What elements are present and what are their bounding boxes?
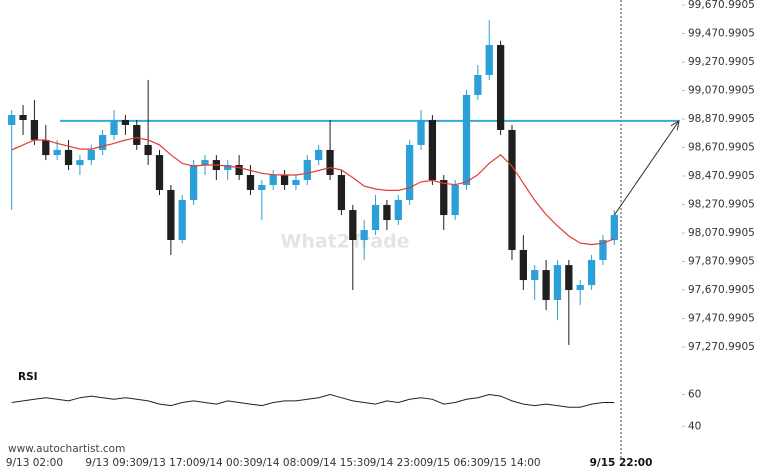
moving-average xyxy=(11,137,615,246)
y-tick-label: 98,270.9905 xyxy=(688,199,755,211)
y-tick-label: 99,670.9905 xyxy=(688,0,755,11)
candle-body xyxy=(19,115,27,120)
candle-body xyxy=(587,259,596,286)
candle-body xyxy=(553,265,562,300)
current-time-label: 9/15 22:00 xyxy=(590,457,653,469)
candle-body xyxy=(406,144,414,200)
candle-body xyxy=(383,204,391,221)
x-tick-label: 9/14 00:30 xyxy=(199,457,256,469)
candle-body xyxy=(519,249,527,281)
candle-body xyxy=(64,149,73,166)
candle-body xyxy=(485,45,493,75)
candle-body xyxy=(224,165,232,171)
y-tick-label: 97,270.9905 xyxy=(688,341,755,353)
candle-body xyxy=(531,270,539,281)
candle-body xyxy=(451,184,459,216)
candle-body xyxy=(144,144,152,156)
candle-body xyxy=(542,270,550,300)
x-tick-label: 9/14 15:30 xyxy=(313,457,370,469)
candle-body xyxy=(496,45,505,130)
candle-body xyxy=(576,285,584,291)
candle-body xyxy=(246,175,255,190)
y-tick-label: 98,870.9905 xyxy=(688,113,755,125)
candle-body xyxy=(189,165,198,200)
candle-body xyxy=(349,210,357,240)
x-tick-label: 9/13 09:30 xyxy=(85,457,142,469)
candle-body xyxy=(280,175,289,185)
candle-body xyxy=(155,155,164,190)
y-tick-label: 97,670.9905 xyxy=(688,284,755,296)
candle-body xyxy=(337,175,346,211)
candle-body xyxy=(610,215,618,240)
x-tick-label: 9/13 17:00 xyxy=(142,457,199,469)
x-tick-label: 9/15 14:00 xyxy=(483,457,540,469)
candle-body xyxy=(167,189,175,240)
candle-body xyxy=(303,160,311,180)
candle-body xyxy=(110,120,118,135)
candle-body xyxy=(394,199,402,221)
candle-body xyxy=(30,120,39,140)
candle-body xyxy=(599,240,607,260)
y-tick-label: 99,470.9905 xyxy=(688,27,755,39)
candle-body xyxy=(508,129,516,250)
candle-body xyxy=(371,204,380,231)
candle-body xyxy=(258,184,266,190)
y-tick-label: 60 xyxy=(688,389,701,401)
rsi-line xyxy=(11,393,615,408)
source: www.autochartist.com xyxy=(8,443,125,455)
candle-body xyxy=(428,120,437,180)
x-tick-label: 9/14 08:00 xyxy=(256,457,313,469)
y-tick-label: 98,070.9905 xyxy=(688,227,755,239)
x-tick-label: 9/14 23:00 xyxy=(370,457,427,469)
candle-body xyxy=(417,120,425,145)
x-tick-label: 9/15 06:30 xyxy=(427,457,484,469)
y-tick-label: 97,470.9905 xyxy=(688,313,755,325)
candle-body xyxy=(8,115,16,125)
forecast-arrow xyxy=(613,121,679,216)
y-tick-label: 98,470.9905 xyxy=(688,170,755,182)
y-tick-label: 99,070.9905 xyxy=(688,85,755,97)
y-tick-label: 97,870.9905 xyxy=(688,256,755,268)
candle-body xyxy=(99,134,107,150)
candle-body xyxy=(76,160,84,166)
y-tick-label: 99,270.9905 xyxy=(688,56,755,68)
candle-body xyxy=(133,124,141,145)
panel-title: RSI xyxy=(18,371,38,383)
candle-body xyxy=(53,149,61,156)
candle-body xyxy=(462,94,471,185)
y-tick-label: 40 xyxy=(688,420,701,432)
candle-body xyxy=(42,139,50,156)
candle-body xyxy=(440,180,448,216)
candle-body xyxy=(87,149,95,161)
candle-body xyxy=(235,165,243,176)
candle-body xyxy=(474,74,482,95)
x-tick-label: 9/13 02:00 xyxy=(6,457,63,469)
candle-body xyxy=(565,265,573,291)
candle-body xyxy=(326,149,334,176)
candle-body xyxy=(269,175,277,185)
candle-body xyxy=(178,199,186,240)
candle-body xyxy=(292,180,300,185)
candle-body xyxy=(201,160,209,166)
candle-body xyxy=(360,230,368,240)
watermark: What2Trade xyxy=(280,231,409,253)
candle-body xyxy=(121,120,130,125)
candle-body xyxy=(315,149,323,161)
y-tick-label: 98,670.9905 xyxy=(688,142,755,154)
